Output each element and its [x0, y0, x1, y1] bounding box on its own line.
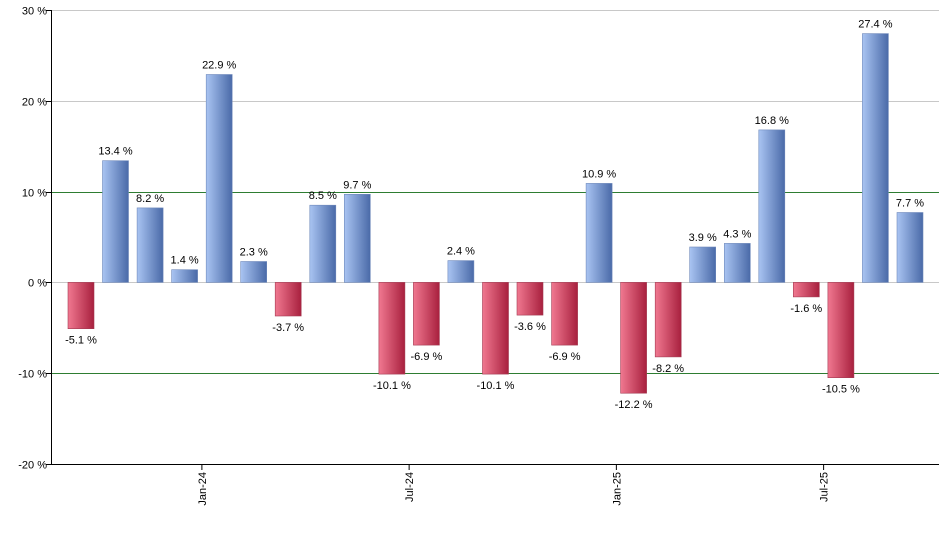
y-tick-label: 0 % — [28, 278, 47, 290]
bar-value-label: 16.8 % — [755, 115, 789, 127]
bar — [240, 261, 267, 283]
bar-value-label: -10.1 % — [373, 380, 411, 392]
axes: 30 % 20 % 10 % 0 % -10 % -20 % Jan-24 Jul-24 Jan… — [18, 6, 939, 506]
bar — [551, 282, 578, 346]
bar — [482, 282, 509, 375]
bar — [585, 183, 613, 283]
bar — [67, 282, 95, 329]
bar — [102, 160, 129, 283]
bar-value-label: -6.9 % — [411, 351, 443, 363]
bar — [309, 204, 337, 283]
bar-value-label: 3.9 % — [689, 232, 717, 244]
bar — [723, 243, 751, 283]
bar-value-label: 22.9 % — [202, 60, 236, 72]
y-tick-label: -10 % — [18, 369, 47, 381]
y-tick-label: 20 % — [22, 97, 47, 109]
bar-value-label: -8.2 % — [652, 363, 684, 375]
bar-value-label: 2.4 % — [447, 246, 475, 258]
bar — [792, 282, 820, 298]
bar — [689, 246, 717, 283]
y-tick-label: 30 % — [22, 6, 47, 18]
bar-value-label: -6.9 % — [549, 351, 581, 363]
bar — [136, 207, 164, 283]
bar-value-label: -3.6 % — [514, 321, 546, 333]
bar — [516, 282, 544, 316]
bar-value-label: -1.6 % — [790, 303, 822, 315]
bar — [827, 282, 855, 378]
bar — [620, 282, 647, 394]
x-tick-label: Jul-24 — [404, 472, 416, 502]
bar — [758, 129, 786, 283]
bar-value-label: 8.2 % — [136, 193, 164, 205]
bar-value-label: 1.4 % — [171, 255, 199, 267]
bar — [896, 212, 924, 283]
bar-value-label: -3.7 % — [272, 322, 304, 334]
bar — [171, 269, 198, 283]
bar — [205, 74, 233, 283]
bar — [862, 33, 889, 283]
y-tick-label: -20 % — [18, 460, 47, 472]
bar-value-label: -10.1 % — [477, 380, 515, 392]
gridlines — [51, 10, 939, 465]
bar-value-label: -10.5 % — [822, 384, 860, 396]
y-tick-label: 10 % — [22, 188, 47, 200]
bar-value-label: 8.5 % — [309, 190, 337, 202]
x-tick-label: Jan-25 — [611, 472, 623, 506]
bar-value-label: 13.4 % — [98, 146, 132, 158]
bar — [447, 260, 475, 283]
bar-value-label: -12.2 % — [615, 399, 653, 411]
bars — [67, 33, 924, 394]
x-tick-label: Jul-25 — [819, 472, 831, 502]
bar-value-label: 9.7 % — [343, 179, 371, 191]
bar-value-labels: -5.1 % 13.4 % 8.2 % 1.4 % 22.9 % 2.3 % -3.7 % 8… — [65, 19, 924, 412]
bar — [343, 194, 371, 283]
bar — [654, 282, 682, 358]
bar — [413, 282, 440, 346]
bar-value-label: 2.3 % — [240, 247, 268, 259]
x-tick-label: Jan-24 — [197, 472, 209, 506]
bar-value-label: 10.9 % — [582, 168, 616, 180]
bar-value-label: 27.4 % — [858, 19, 892, 31]
bar — [274, 282, 302, 317]
bar-value-label: 7.7 % — [896, 198, 924, 210]
bar-value-label: -5.1 % — [65, 335, 97, 347]
bar-value-label: 4.3 % — [723, 228, 751, 240]
bar — [378, 282, 406, 375]
